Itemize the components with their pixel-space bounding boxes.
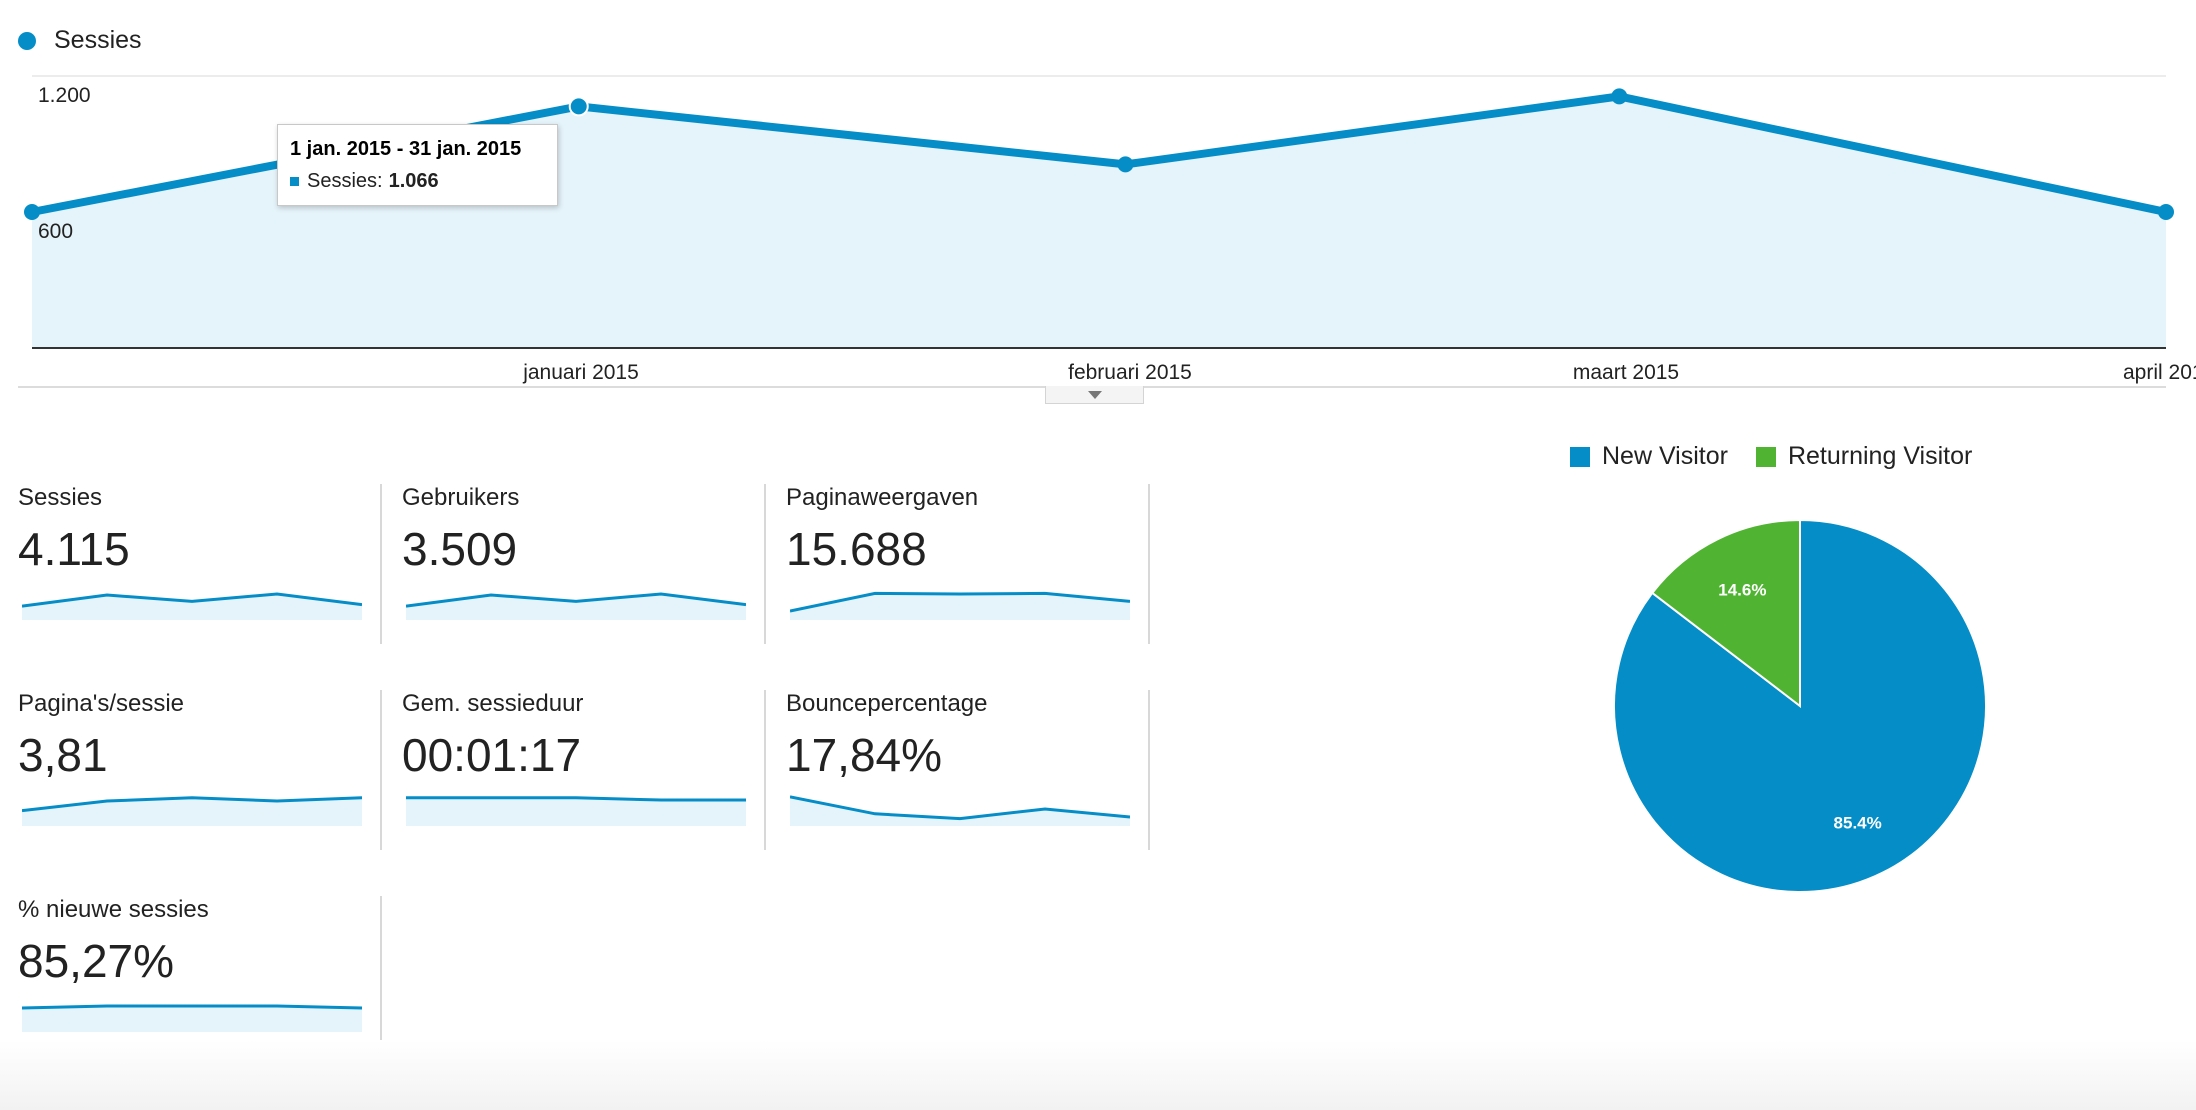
tooltip-row: Sessies: 1.066 (290, 170, 557, 193)
metric-value: 17,84% (786, 729, 943, 781)
sparkline (406, 592, 746, 620)
pie-label-returning-visitor: 14.6% (1718, 580, 1766, 599)
metric-tile-gebruikers[interactable]: Gebruikers 3.509 (402, 484, 766, 644)
sparkline (22, 796, 362, 826)
pie-label-new-visitor: 85.4% (1834, 814, 1882, 833)
metric-value: 4.115 (18, 523, 130, 575)
data-point[interactable] (568, 96, 589, 117)
sparkline-area (22, 1006, 362, 1032)
metric-tile-gem-sessieduur[interactable]: Gem. sessieduur 00:01:17 (402, 690, 766, 850)
x-tick-maart: maart 2015 (1573, 361, 1679, 384)
legend-swatch (1570, 446, 1590, 467)
sparkline (22, 1004, 362, 1032)
metric-value: 00:01:17 (402, 729, 582, 781)
metric-label: Gebruikers (402, 484, 520, 511)
sparkline (790, 591, 1130, 620)
sparkline (790, 795, 1130, 826)
collapse-chart-button[interactable] (1045, 386, 1144, 404)
sparkline-line (790, 591, 1130, 613)
data-point[interactable] (1117, 156, 1134, 173)
legend-swatch (1755, 446, 1776, 467)
metric-tile-paginas-per-sessie[interactable]: Pagina's/sessie 3,81 (18, 690, 382, 850)
metric-tile-paginaweergaven[interactable]: Paginaweergaven 15.688 (786, 484, 1150, 644)
sparkline (406, 796, 746, 826)
metric-label: Bouncepercentage (786, 690, 988, 717)
data-points (24, 88, 2174, 220)
metric-label: Paginaweergaven (786, 484, 979, 511)
sparkline-area (790, 796, 1130, 826)
chart-legend[interactable]: Sessies (18, 26, 142, 55)
sparkline-line (790, 795, 1130, 821)
legend-label-sessies: Sessies (54, 26, 142, 54)
data-point[interactable] (24, 204, 40, 220)
metric-value: 3.509 (402, 523, 518, 575)
metric-label: Gem. sessieduur (402, 690, 584, 717)
sparkline (22, 592, 362, 620)
metric-value: 3,81 (18, 729, 108, 781)
metric-label: Pagina's/sessie (18, 690, 185, 717)
metric-tile-bouncepercentage[interactable]: Bouncepercentage 17,84% (786, 690, 1150, 850)
legend-label-new-visitor: New Visitor (1602, 442, 1728, 470)
metric-tile-nieuwe-sessies[interactable]: % nieuwe sessies 85,27% (18, 896, 382, 1056)
pie-legend[interactable]: New Visitor Returning Visitor (1570, 442, 2000, 471)
legend-label-returning-visitor: Returning Visitor (1787, 442, 1973, 470)
sessies-legend-dot (18, 31, 36, 50)
metric-label: Sessies (18, 484, 103, 511)
legend-item-new-visitor[interactable]: New Visitor (1570, 442, 1728, 471)
sparkline-area (22, 797, 362, 826)
tooltip-date-range: 1 jan. 2015 - 31 jan. 2015 (290, 138, 522, 160)
metric-value: 85,27% (18, 935, 175, 987)
x-tick-februari: februari 2015 (1068, 361, 1192, 384)
chart-tooltip: 1 jan. 2015 - 31 jan. 2015 Sessies: 1.06… (277, 124, 558, 206)
sparkline-line (406, 592, 746, 608)
metric-label: % nieuwe sessies (18, 896, 209, 923)
pie-slice-returning-visitor[interactable] (1650, 518, 1801, 709)
page-bottom-fade (0, 1040, 2196, 1110)
sparkline-area (406, 797, 746, 826)
caret-down-icon (1087, 390, 1102, 399)
metric-tile-sessies[interactable]: Sessies 4.115 (18, 484, 382, 644)
x-tick-januari: januari 2015 (522, 361, 639, 384)
sparkline-area (22, 594, 362, 620)
data-point[interactable] (1611, 88, 1628, 105)
sparkline-area (406, 594, 746, 620)
metric-value: 15.688 (786, 523, 927, 575)
sparkline-line (22, 592, 362, 608)
data-point[interactable] (2158, 204, 2174, 220)
tooltip-series-label: Sessies: (307, 170, 383, 192)
tooltip-swatch (290, 177, 299, 186)
x-tick-april: april 2015 (2123, 361, 2196, 384)
y-tick-1200: 1.200 (38, 84, 91, 107)
sparkline-area (790, 593, 1130, 620)
sessions-area (32, 96, 2166, 349)
y-tick-600: 600 (38, 220, 73, 243)
sparkline-line (22, 796, 362, 813)
sparkline-line (406, 796, 746, 802)
legend-item-returning-visitor[interactable]: Returning Visitor (1755, 442, 1973, 471)
sparkline-line (22, 1004, 362, 1010)
visitor-type-pie-chart[interactable]: 85.4% 14.6% (1600, 506, 2000, 906)
tooltip-value: 1.066 (388, 170, 439, 192)
